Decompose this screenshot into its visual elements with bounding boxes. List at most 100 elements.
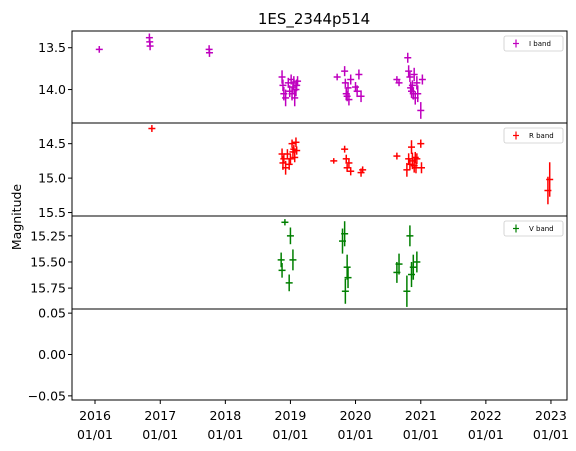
data-point: [278, 70, 286, 84]
x-tick-label-date: 01/01: [77, 427, 113, 442]
legend-marker: [513, 224, 519, 233]
data-point: [280, 154, 288, 163]
data-point: [282, 89, 290, 107]
y-tick-label: 0.05: [38, 306, 66, 321]
data-point: [289, 249, 297, 271]
data-point: [408, 80, 416, 91]
legend-box: [503, 35, 564, 52]
legend-marker: [513, 131, 519, 140]
x-tick-label-date: 01/01: [142, 427, 178, 442]
data-point: [286, 154, 294, 164]
x-tick-label-year: 2019: [275, 408, 307, 423]
x-tick-label-date: 01/01: [338, 427, 374, 442]
data-point: [413, 251, 421, 273]
data-point: [95, 46, 103, 53]
data-point: [345, 93, 353, 106]
data-point: [408, 140, 416, 154]
data-point: [341, 278, 349, 304]
panels: 13.5 14.0 I band 14.5 15.0 15.5 R band 15.25 15.…: [28, 30, 568, 403]
data-point: [404, 52, 412, 63]
data-point: [359, 166, 367, 174]
legend-box: [503, 220, 564, 237]
y-tick-label: 15.50: [30, 254, 66, 269]
x-tick-label-date: 01/01: [207, 427, 243, 442]
data-point: [410, 67, 418, 82]
legend-label: I band: [529, 40, 551, 48]
data-point: [288, 139, 296, 148]
y-tick-label: 0.00: [38, 347, 66, 362]
data-point: [148, 125, 156, 132]
data-point: [277, 252, 285, 268]
data-point: [344, 82, 352, 93]
data-point: [418, 74, 426, 85]
y-tick-label: 15.5: [38, 205, 66, 220]
data-point: [546, 162, 554, 197]
data-point: [393, 152, 401, 160]
legend: R band: [503, 127, 564, 144]
data-point: [293, 146, 301, 155]
data-point: [343, 254, 351, 280]
chart-title: 1ES_2344p514: [258, 10, 370, 29]
legend-label: R band: [529, 132, 554, 140]
data-point: [285, 274, 293, 292]
panel-i-band: 13.5 14.0 I band: [38, 30, 568, 124]
data-point: [395, 253, 403, 275]
data-point: [330, 158, 338, 164]
y-tick-label: −0.05: [28, 388, 66, 403]
legend-marker: [513, 39, 519, 48]
data-point: [353, 85, 361, 98]
data-point: [355, 69, 363, 80]
data-point: [281, 219, 289, 226]
y-tick-label: 15.75: [30, 281, 66, 296]
data-point: [405, 65, 413, 77]
y-tick-label: 14.0: [38, 82, 66, 97]
data-point: [285, 158, 293, 170]
y-tick-label: 15.0: [38, 171, 66, 186]
data-point: [146, 41, 154, 51]
data-point: [403, 275, 411, 307]
data-point: [282, 160, 290, 175]
y-tick-label: 13.5: [38, 40, 66, 55]
x-tick-label-year: 2023: [535, 408, 567, 423]
data-point: [417, 139, 425, 148]
panel-frame: [71, 122, 568, 217]
data-point: [286, 227, 294, 245]
y-tick-label: 14.5: [38, 136, 66, 151]
x-tick-label-date: 01/01: [468, 427, 504, 442]
data-point: [413, 76, 421, 90]
panel-r-band: 14.5 15.0 15.5 R band: [38, 122, 568, 220]
x-tick-label-year: 2021: [405, 408, 437, 423]
data-point: [205, 48, 213, 57]
x-tick-label-year: 2020: [340, 408, 372, 423]
data-point: [409, 254, 417, 280]
data-point: [405, 153, 413, 165]
data-point: [357, 90, 365, 103]
x-tick-label-date: 01/01: [533, 427, 569, 442]
data-point: [347, 167, 355, 176]
data-point: [279, 79, 287, 92]
data-point: [333, 73, 341, 81]
y-axis-label: Magnitude: [9, 184, 24, 251]
panel-empty: 0.05 0.00 −0.05: [28, 306, 568, 403]
x-tick-label-year: 2017: [144, 408, 176, 423]
data-point: [413, 153, 421, 165]
legend: I band: [503, 35, 564, 52]
data-point: [417, 162, 425, 174]
y-tick-label: 15.25: [30, 228, 66, 243]
data-point: [347, 74, 355, 85]
data-point: [291, 89, 299, 107]
data-point: [292, 137, 300, 148]
panel-frame: [71, 215, 568, 310]
data-point: [294, 76, 302, 87]
data-point: [341, 66, 349, 77]
data-point: [278, 263, 286, 278]
panel-frame: [71, 308, 568, 401]
legend-label: V band: [529, 225, 554, 233]
data-point: [406, 225, 414, 247]
data-point: [345, 158, 353, 168]
x-tick-label-date: 01/01: [403, 427, 439, 442]
data-point: [395, 79, 403, 87]
legend: V band: [503, 220, 564, 237]
x-tick-label-date: 01/01: [272, 427, 308, 442]
data-point: [343, 163, 351, 172]
